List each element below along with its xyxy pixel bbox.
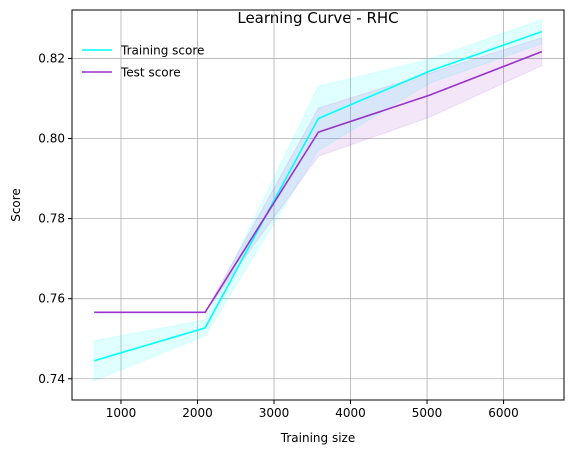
- y-tick-label: 0.80: [38, 132, 65, 146]
- y-axis-ticks: 0.74 0.76 0.78 0.80 0.82: [38, 51, 72, 386]
- confidence-bands: [93, 18, 543, 382]
- legend: Training score Test score: [82, 44, 204, 80]
- y-tick-label: 0.78: [38, 212, 65, 226]
- x-tick-label: 6000: [488, 406, 519, 420]
- x-axis-ticks: 1000 2000 3000 4000 5000 6000: [106, 400, 519, 420]
- y-tick-label: 0.76: [38, 292, 65, 306]
- series-0-line: [93, 30, 543, 362]
- x-tick-label: 4000: [335, 406, 366, 420]
- chart-title: Learning Curve - RHC: [237, 9, 398, 27]
- legend-label-1: Test score: [120, 66, 181, 80]
- y-tick-label: 0.82: [38, 51, 65, 65]
- series-1-line: [94, 50, 543, 314]
- plot-frame: [71, 9, 565, 401]
- x-tick-label: 1000: [106, 406, 137, 420]
- x-axis-label: Training size: [280, 431, 355, 445]
- x-tick-label: 5000: [412, 406, 443, 420]
- series-0-confidence-band: [93, 18, 543, 382]
- legend-label-0: Training score: [120, 44, 204, 58]
- x-tick-label: 3000: [259, 406, 290, 420]
- grid-lines: [72, 10, 564, 400]
- series-lines: [93, 30, 543, 362]
- y-axis-label: Score: [9, 188, 23, 222]
- y-tick-label: 0.74: [38, 372, 65, 386]
- x-tick-label: 2000: [182, 406, 213, 420]
- series-1-confidence-band: [94, 36, 543, 313]
